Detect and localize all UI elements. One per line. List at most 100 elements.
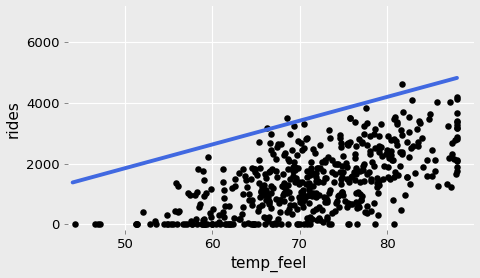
Point: [295, 165, 302, 170]
Point: [200, 222, 208, 227]
Point: [387, 153, 395, 158]
Point: [276, 198, 284, 202]
Point: [163, 213, 171, 217]
Point: [414, 127, 421, 131]
Point: [453, 97, 461, 101]
Point: [290, 124, 298, 128]
Point: [347, 140, 354, 145]
Point: [221, 222, 229, 227]
Point: [401, 193, 408, 198]
Point: [336, 135, 344, 140]
Point: [239, 192, 247, 196]
Point: [91, 222, 99, 227]
Point: [236, 170, 243, 175]
Point: [248, 166, 256, 171]
Point: [291, 168, 299, 172]
Point: [273, 222, 280, 227]
Point: [320, 195, 328, 199]
Point: [310, 146, 317, 151]
Point: [356, 192, 363, 197]
Point: [389, 158, 396, 162]
Point: [230, 216, 238, 220]
Point: [419, 165, 427, 169]
Point: [296, 222, 304, 227]
Point: [160, 222, 168, 227]
Point: [360, 124, 368, 128]
Point: [453, 126, 461, 130]
Point: [263, 215, 270, 220]
Point: [361, 210, 369, 214]
Point: [277, 222, 285, 227]
Point: [344, 222, 352, 227]
Point: [276, 210, 284, 214]
Point: [291, 165, 299, 169]
Point: [338, 190, 346, 194]
Point: [328, 158, 336, 162]
Point: [265, 200, 273, 204]
Point: [375, 150, 383, 155]
Point: [352, 156, 360, 161]
Point: [239, 167, 247, 171]
Point: [338, 163, 346, 168]
Point: [344, 201, 351, 206]
Point: [335, 161, 342, 166]
Point: [229, 222, 237, 227]
Point: [267, 132, 275, 136]
Point: [309, 209, 317, 214]
Point: [219, 210, 227, 214]
Point: [265, 215, 273, 219]
Point: [332, 172, 339, 176]
Point: [453, 119, 461, 123]
Point: [333, 198, 341, 203]
Point: [250, 222, 257, 227]
Point: [315, 205, 323, 209]
Point: [295, 180, 303, 185]
Point: [331, 162, 339, 167]
Point: [367, 134, 374, 139]
Point: [365, 169, 372, 174]
Point: [314, 180, 322, 185]
Point: [300, 222, 308, 227]
Point: [319, 168, 327, 173]
Point: [307, 169, 314, 173]
Point: [299, 188, 307, 192]
Point: [257, 189, 265, 193]
Point: [221, 204, 228, 208]
Point: [306, 222, 314, 227]
Point: [382, 152, 389, 156]
Point: [152, 222, 160, 227]
Point: [272, 196, 280, 201]
Point: [266, 141, 274, 145]
Point: [453, 126, 461, 130]
Point: [193, 222, 201, 227]
Point: [330, 180, 337, 184]
Point: [303, 215, 311, 220]
Point: [269, 185, 276, 190]
Point: [378, 154, 385, 158]
Point: [265, 202, 273, 207]
Point: [258, 203, 266, 207]
Point: [208, 222, 216, 227]
Point: [254, 209, 262, 213]
Point: [269, 152, 276, 156]
Point: [375, 179, 383, 183]
Point: [284, 157, 292, 161]
Point: [396, 164, 404, 168]
Point: [249, 222, 257, 227]
Point: [415, 118, 423, 123]
Point: [280, 153, 288, 157]
Point: [453, 169, 461, 173]
Point: [366, 149, 374, 153]
Point: [133, 222, 141, 227]
Point: [244, 221, 252, 225]
Point: [403, 175, 411, 179]
Point: [303, 221, 311, 225]
Point: [367, 179, 375, 184]
Point: [447, 184, 455, 189]
Point: [353, 222, 360, 227]
Point: [209, 207, 217, 212]
Point: [294, 139, 302, 143]
Point: [453, 158, 461, 163]
Point: [298, 190, 305, 194]
Point: [203, 222, 211, 227]
